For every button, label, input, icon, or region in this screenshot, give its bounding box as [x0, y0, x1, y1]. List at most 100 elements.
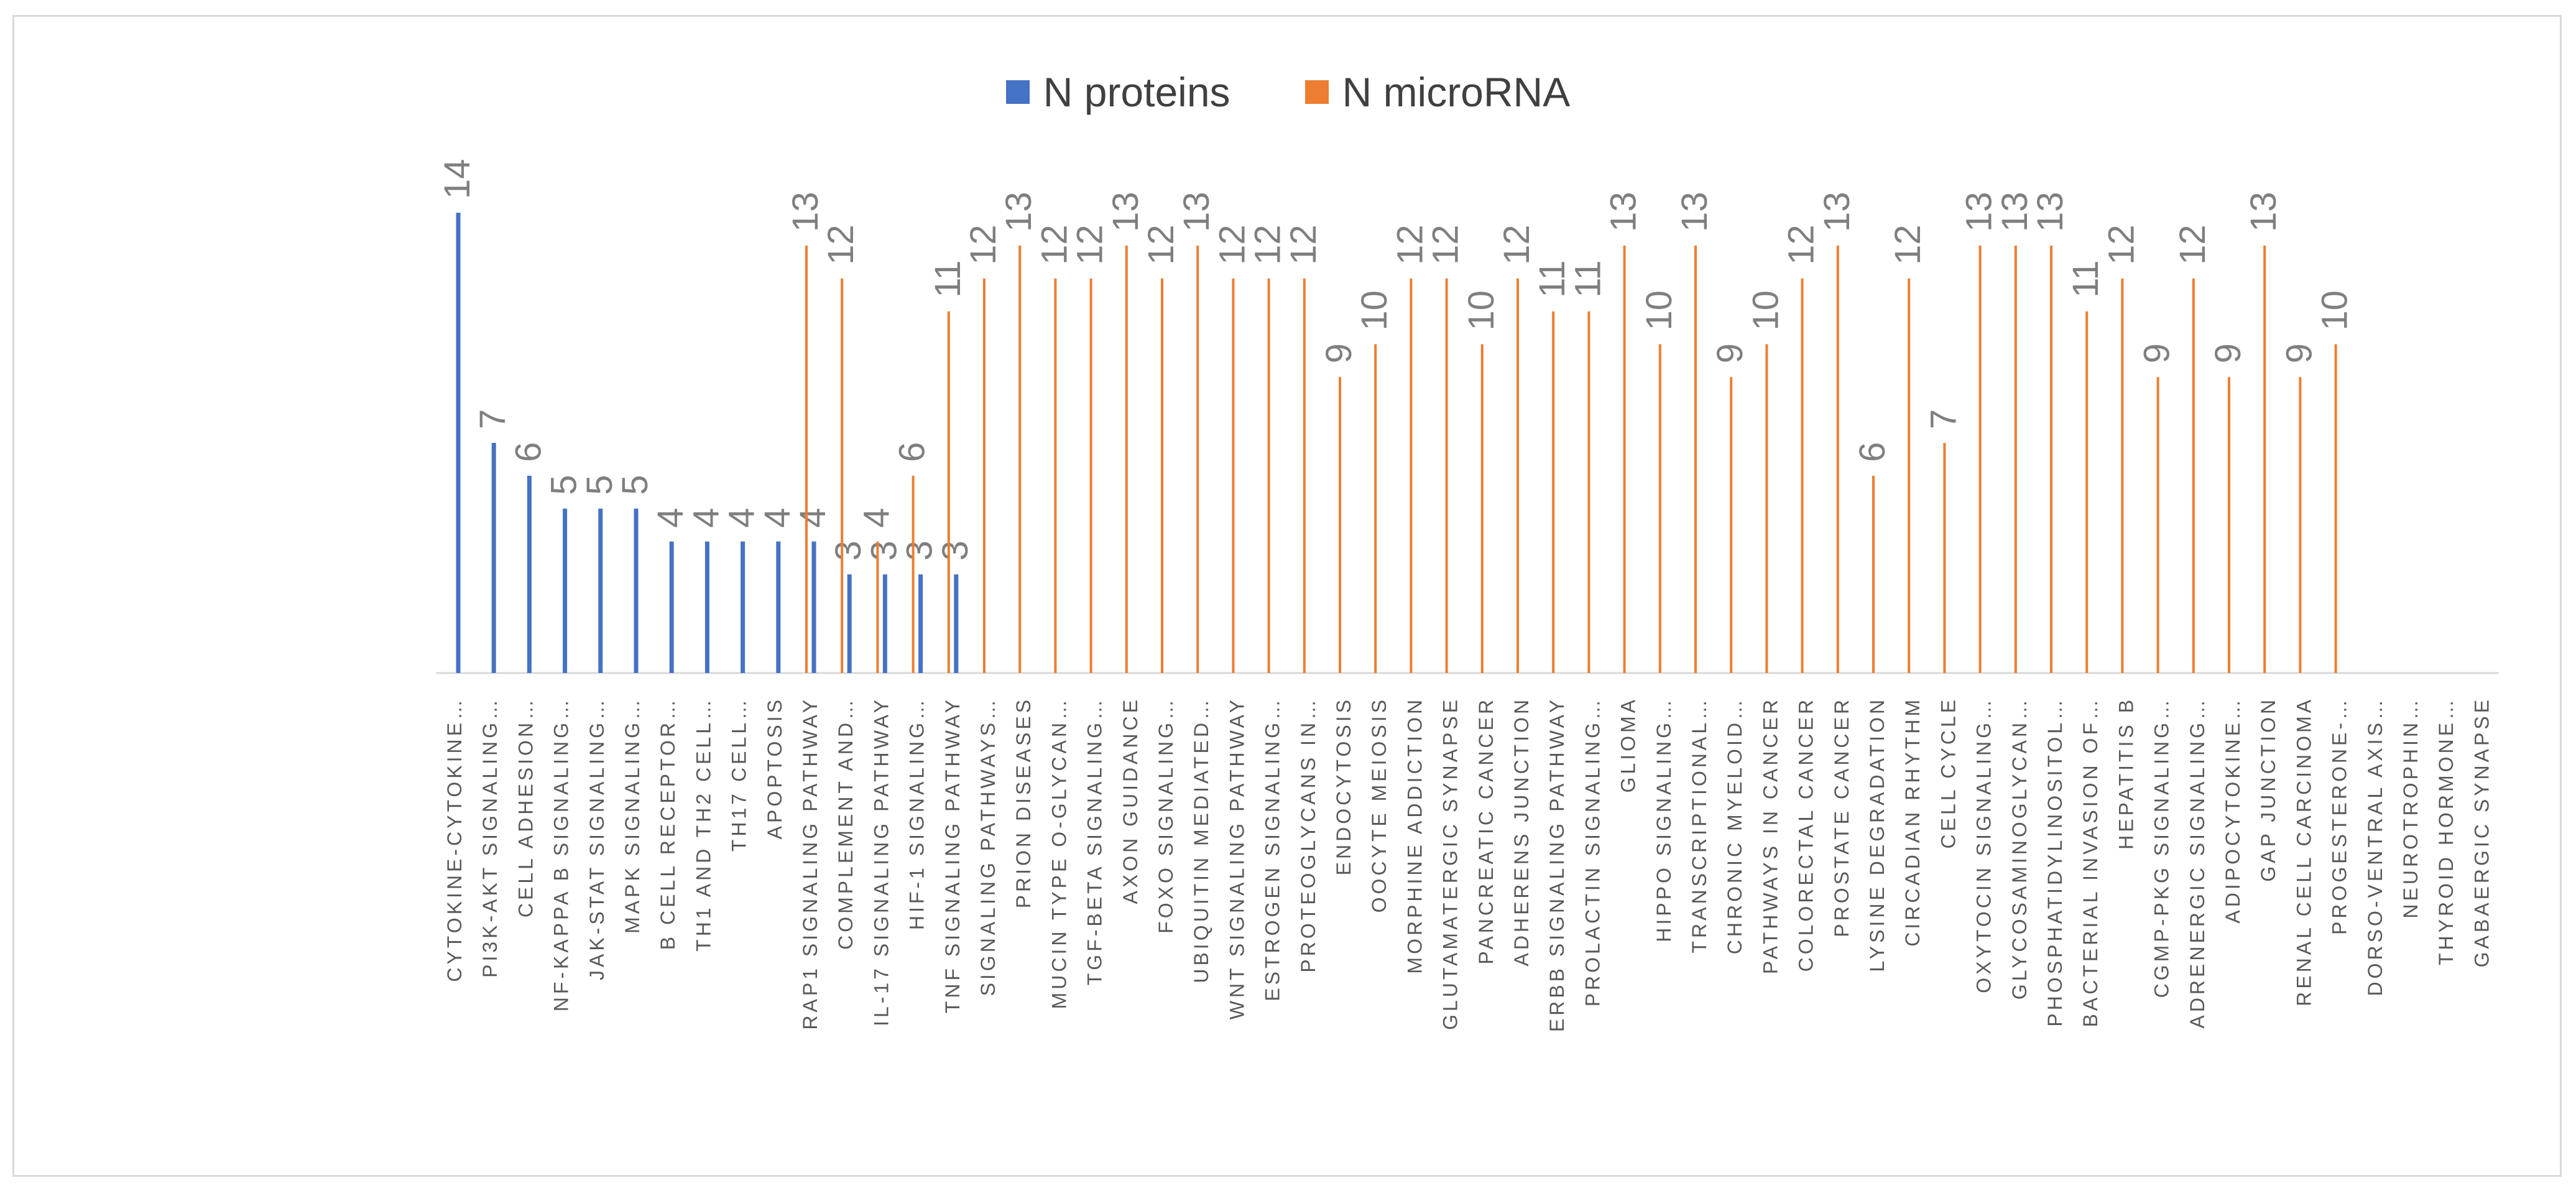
bar-microrna-37[interactable]	[1765, 344, 1768, 673]
value-label-proteins-5: 5	[615, 475, 655, 494]
bar-microrna-47[interactable]	[2121, 278, 2124, 673]
bar-microrna-23[interactable]	[1267, 278, 1270, 673]
value-label-microrna-52: 9	[2279, 343, 2319, 363]
bar-microrna-40[interactable]	[1872, 475, 1875, 673]
category-label-27: MORPHINE ADDICTION	[1403, 697, 1426, 974]
category-label-41: CIRCADIAN RHYTHM	[1901, 697, 1924, 947]
bar-microrna-41[interactable]	[1908, 278, 1911, 673]
bar-proteins-3[interactable]	[563, 508, 568, 673]
bar-microrna-51[interactable]	[2263, 245, 2266, 673]
bar-microrna-19[interactable]	[1125, 245, 1128, 673]
chart-frame	[12, 15, 2562, 1177]
bar-microrna-10[interactable]	[805, 245, 808, 673]
bar-proteins-13[interactable]	[918, 574, 923, 673]
value-label-microrna-44: 13	[1995, 192, 2035, 232]
value-label-proteins-6: 4	[650, 508, 691, 527]
bar-microrna-36[interactable]	[1730, 377, 1733, 673]
bar-proteins-11[interactable]	[847, 574, 852, 673]
category-label-14: TNF SIGNALING PATHWAY	[941, 697, 964, 1013]
category-label-31: ERBB SIGNALING PATHWAY	[1546, 697, 1568, 1032]
bar-proteins-8[interactable]	[741, 541, 746, 673]
value-label-microrna-22: 12	[1212, 225, 1252, 265]
category-label-24: PROTEOGLYCANS IN…	[1297, 697, 1319, 973]
category-label-17: MUCIN TYPE O-GLYCAN…	[1048, 697, 1070, 1009]
value-label-microrna-29: 10	[1461, 290, 1502, 331]
category-label-3: NF-KAPPA B SIGNALING…	[550, 697, 573, 1011]
value-label-microrna-40: 6	[1852, 442, 1893, 462]
bar-microrna-34[interactable]	[1658, 344, 1661, 673]
bar-proteins-5[interactable]	[634, 508, 639, 673]
category-label-44: GLYCOSAMINOGLYCAN…	[2008, 697, 2031, 1000]
value-label-microrna-42: 7	[1923, 409, 1964, 429]
bar-microrna-50[interactable]	[2228, 377, 2230, 673]
category-label-25: ENDOCYTOSIS	[1332, 697, 1355, 875]
bar-proteins-2[interactable]	[527, 475, 532, 673]
bar-proteins-10[interactable]	[811, 541, 816, 673]
bar-microrna-15[interactable]	[983, 278, 986, 673]
legend-swatch-proteins	[1005, 80, 1030, 104]
bar-microrna-53[interactable]	[2334, 344, 2337, 673]
category-label-8: TH17 CELL…	[728, 697, 750, 852]
value-label-microrna-35: 13	[1674, 192, 1715, 232]
value-label-proteins-4: 5	[579, 475, 620, 494]
bar-proteins-6[interactable]	[669, 541, 674, 673]
value-label-proteins-3: 5	[544, 475, 584, 494]
bar-microrna-45[interactable]	[2050, 245, 2052, 673]
legend-item-proteins[interactable]: N proteins	[1005, 68, 1230, 116]
value-label-microrna-19: 13	[1106, 192, 1146, 232]
value-label-microrna-47: 12	[2101, 225, 2141, 265]
legend-label-proteins: N proteins	[1043, 69, 1230, 115]
bar-microrna-14[interactable]	[947, 311, 950, 674]
bar-microrna-24[interactable]	[1303, 278, 1306, 673]
bar-microrna-22[interactable]	[1232, 278, 1235, 673]
bar-microrna-17[interactable]	[1054, 278, 1057, 673]
bar-microrna-18[interactable]	[1089, 278, 1092, 673]
bar-microrna-29[interactable]	[1480, 344, 1484, 673]
bar-proteins-7[interactable]	[704, 541, 709, 673]
bar-microrna-33[interactable]	[1623, 245, 1626, 673]
bar-microrna-11[interactable]	[841, 278, 844, 673]
bar-microrna-21[interactable]	[1196, 245, 1199, 673]
bar-microrna-44[interactable]	[2014, 245, 2017, 673]
category-label-35: TRANSCRIPTIONAL…	[1688, 697, 1710, 953]
bar-microrna-38[interactable]	[1801, 278, 1804, 673]
value-label-microrna-18: 12	[1070, 225, 1110, 265]
bar-microrna-28[interactable]	[1445, 278, 1448, 673]
bar-proteins-1[interactable]	[491, 443, 496, 673]
bar-microrna-48[interactable]	[2156, 377, 2159, 673]
legend-item-microrna[interactable]: N microRNA	[1304, 68, 1570, 116]
value-label-proteins-7: 4	[686, 508, 726, 527]
bar-proteins-9[interactable]	[776, 541, 781, 673]
value-label-proteins-11: 3	[828, 541, 869, 560]
value-label-proteins-13: 3	[900, 541, 940, 560]
bar-microrna-26[interactable]	[1374, 344, 1377, 673]
bar-microrna-20[interactable]	[1161, 278, 1163, 673]
value-label-proteins-8: 4	[722, 508, 762, 527]
bar-microrna-31[interactable]	[1552, 311, 1555, 674]
value-label-microrna-27: 12	[1390, 225, 1430, 265]
bar-microrna-42[interactable]	[1943, 443, 1946, 673]
bar-proteins-0[interactable]	[456, 213, 461, 673]
bar-microrna-49[interactable]	[2192, 278, 2195, 673]
bar-microrna-43[interactable]	[1978, 245, 1982, 673]
bar-proteins-4[interactable]	[598, 508, 603, 673]
value-label-microrna-50: 9	[2208, 343, 2248, 363]
value-label-microrna-34: 10	[1639, 290, 1679, 331]
bar-microrna-32[interactable]	[1587, 311, 1590, 674]
bar-microrna-12[interactable]	[876, 541, 879, 673]
bar-microrna-35[interactable]	[1694, 245, 1697, 673]
bar-microrna-39[interactable]	[1836, 245, 1839, 673]
value-label-microrna-33: 13	[1604, 192, 1644, 232]
bar-microrna-25[interactable]	[1339, 377, 1341, 673]
bar-microrna-52[interactable]	[2299, 377, 2302, 673]
bar-microrna-46[interactable]	[2085, 311, 2089, 674]
category-label-26: OOCYTE MEIOSIS	[1368, 697, 1390, 912]
bar-microrna-13[interactable]	[912, 475, 915, 673]
bar-microrna-16[interactable]	[1018, 245, 1022, 673]
category-label-38: COLORECTAL CANCER	[1795, 697, 1817, 972]
bar-microrna-30[interactable]	[1517, 278, 1519, 673]
bar-proteins-12[interactable]	[882, 574, 887, 673]
bar-proteins-14[interactable]	[954, 574, 959, 673]
bar-microrna-27[interactable]	[1410, 278, 1413, 673]
value-label-microrna-26: 10	[1354, 290, 1395, 331]
